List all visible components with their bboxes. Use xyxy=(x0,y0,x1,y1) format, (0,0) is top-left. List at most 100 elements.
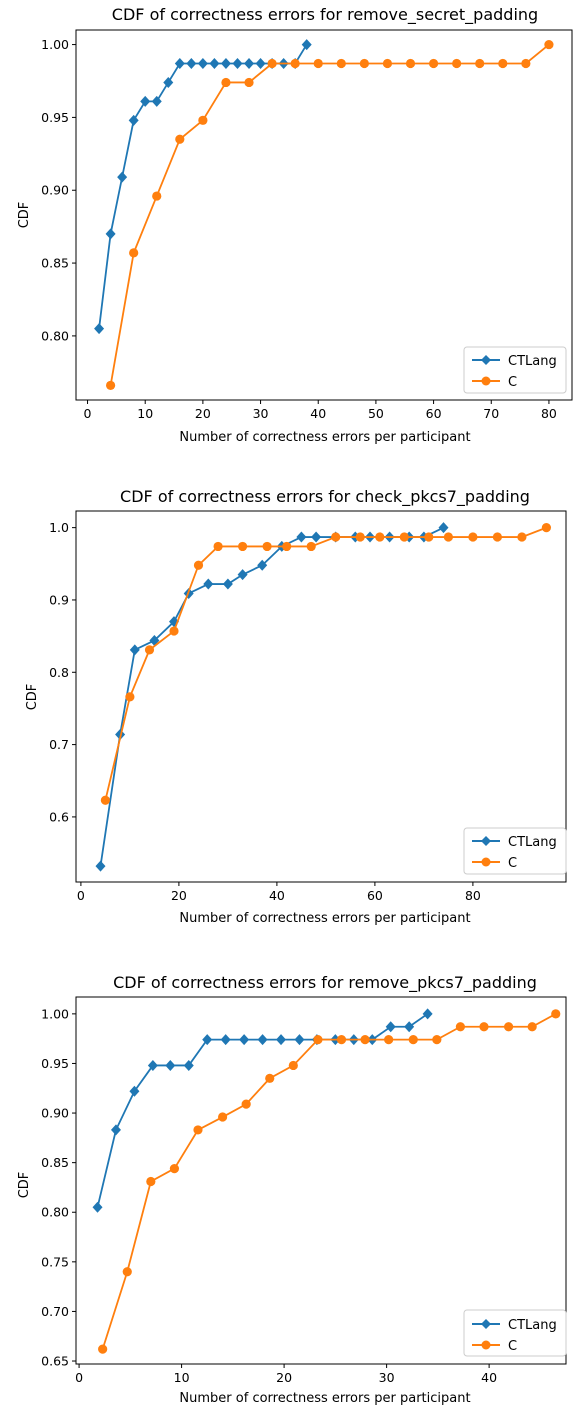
data-point-c xyxy=(244,77,254,88)
x-tick-label: 80 xyxy=(541,406,557,421)
data-point-ctlang xyxy=(438,522,449,534)
data-point-ctlang xyxy=(237,569,248,581)
data-point-ctlang xyxy=(220,58,231,70)
y-tick-label: 1.0 xyxy=(49,520,69,535)
x-tick-label: 0 xyxy=(75,1370,83,1385)
data-point-c xyxy=(313,1035,323,1045)
data-point-ctlang xyxy=(105,228,116,240)
plot-area-0: 0 10 20 30 40 50 60 70 80 0.80 0.85 0.90 0.95 1.00 xyxy=(41,29,573,421)
x-tick-label: 60 xyxy=(426,406,442,421)
data-point-c xyxy=(290,58,300,69)
data-point-c xyxy=(399,532,409,542)
y-tick-label: 0.9 xyxy=(49,592,69,607)
chart-panel: CDF of correctness errors for check_pkcs… xyxy=(25,487,567,926)
data-point-c xyxy=(336,58,346,69)
data-point-c xyxy=(336,1035,347,1045)
y-axis-label: CDF xyxy=(25,684,40,711)
chart-panel: CDF of correctness errors for remove_pkc… xyxy=(17,973,567,1406)
data-point-c xyxy=(384,1035,394,1045)
data-point-c xyxy=(382,58,393,69)
axes-frame xyxy=(75,996,567,1365)
x-tick-label: 70 xyxy=(483,406,499,421)
y-tick-label: 0.85 xyxy=(41,256,69,271)
y-tick-label: 0.80 xyxy=(41,328,69,343)
data-point-c xyxy=(517,532,527,542)
data-point-ctlang xyxy=(422,1008,433,1020)
data-point-ctlang xyxy=(244,58,255,70)
x-tick-label: 80 xyxy=(465,888,481,903)
y-tick-label: 0.80 xyxy=(41,1205,69,1220)
y-tick-label: 0.70 xyxy=(41,1304,69,1319)
data-point-c xyxy=(98,1344,108,1354)
legend-marker-c xyxy=(481,376,491,386)
data-point-ctlang xyxy=(385,1021,396,1033)
legend-label-ctlang: CTLang xyxy=(508,354,557,369)
x-tick-label: 20 xyxy=(195,406,211,421)
data-point-c xyxy=(541,523,552,533)
legend-label-ctlang: CTLang xyxy=(508,1318,557,1333)
data-point-c xyxy=(527,1022,537,1032)
data-point-ctlang xyxy=(95,860,106,872)
data-point-ctlang xyxy=(404,1021,415,1033)
data-point-c xyxy=(468,532,478,542)
data-point-c xyxy=(262,541,272,552)
x-axis-label: Number of correctness errors per partici… xyxy=(179,1391,470,1406)
data-point-c xyxy=(475,58,485,69)
data-point-c xyxy=(306,541,316,552)
data-point-ctlang xyxy=(94,323,105,335)
legend-marker-ctlang xyxy=(481,1319,491,1329)
chart-title: CDF of correctness errors for remove_pkc… xyxy=(113,973,537,993)
data-point-c xyxy=(175,134,185,144)
data-point-c xyxy=(455,1022,466,1032)
data-point-ctlang xyxy=(140,95,151,107)
data-point-c xyxy=(544,39,554,50)
axes-frame xyxy=(75,510,567,883)
legend-marker-c xyxy=(481,857,491,867)
data-point-ctlang xyxy=(165,1059,176,1071)
data-point-ctlang xyxy=(129,644,140,656)
data-point-c xyxy=(498,58,508,69)
data-point-c xyxy=(169,1163,180,1174)
data-point-ctlang xyxy=(117,171,128,183)
data-point-ctlang xyxy=(163,76,174,88)
data-point-ctlang xyxy=(294,1034,305,1046)
data-point-c xyxy=(193,1125,203,1135)
data-point-c xyxy=(238,541,248,552)
y-axis-label: CDF xyxy=(17,1172,32,1199)
axes-frame xyxy=(75,29,573,401)
data-point-c xyxy=(169,626,179,636)
data-point-c xyxy=(443,532,453,542)
data-point-ctlang xyxy=(222,578,233,590)
legend-label-c: C xyxy=(508,375,517,390)
data-point-c xyxy=(241,1099,251,1109)
data-point-ctlang xyxy=(128,114,139,126)
y-tick-label: 1.00 xyxy=(41,37,69,52)
data-point-ctlang xyxy=(174,58,185,70)
y-tick-label: 0.95 xyxy=(41,1056,69,1071)
data-point-ctlang xyxy=(255,58,266,70)
x-tick-label: 30 xyxy=(253,406,269,421)
data-point-ctlang xyxy=(129,1085,140,1097)
data-point-c xyxy=(122,1267,132,1277)
chart-panel: CDF of correctness errors for remove_sec… xyxy=(17,5,573,445)
x-tick-label: 0 xyxy=(77,888,85,903)
data-point-c xyxy=(521,58,531,69)
data-point-ctlang xyxy=(186,58,197,70)
data-point-ctlang xyxy=(151,95,162,107)
data-point-c xyxy=(125,692,135,702)
legend-label-c: C xyxy=(508,856,517,871)
data-point-c xyxy=(479,1022,489,1032)
legend: CTLang C xyxy=(463,1309,567,1357)
x-tick-label: 30 xyxy=(379,1370,395,1385)
data-point-c xyxy=(551,1009,561,1019)
y-tick-label: 0.6 xyxy=(49,809,69,824)
x-axis-label: Number of correctness errors per partici… xyxy=(179,430,470,445)
y-tick-label: 0.95 xyxy=(41,110,69,125)
legend-marker-c xyxy=(481,1340,491,1350)
y-tick-label: 0.90 xyxy=(41,1106,69,1121)
data-point-ctlang xyxy=(311,531,322,543)
data-point-c xyxy=(503,1022,514,1032)
y-tick-label: 0.7 xyxy=(49,737,69,752)
data-point-ctlang xyxy=(301,39,312,51)
